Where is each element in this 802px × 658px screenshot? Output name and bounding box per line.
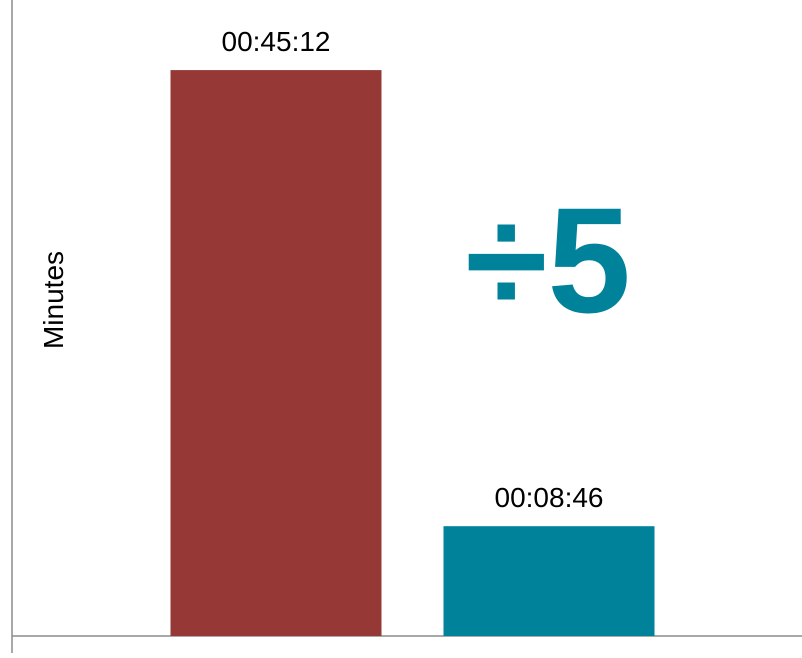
ratio-annotation: ÷5	[465, 176, 631, 344]
data-label-2: 00:08:46	[495, 482, 604, 513]
data-labels-layer: 00:45:12 00:08:46	[222, 26, 604, 513]
bars-layer	[170, 70, 655, 636]
bar-1	[170, 70, 382, 636]
data-label-1: 00:45:12	[222, 26, 331, 57]
bar-2	[443, 526, 655, 636]
axes-layer	[11, 0, 802, 653]
y-axis-label: Minutes	[38, 251, 69, 349]
